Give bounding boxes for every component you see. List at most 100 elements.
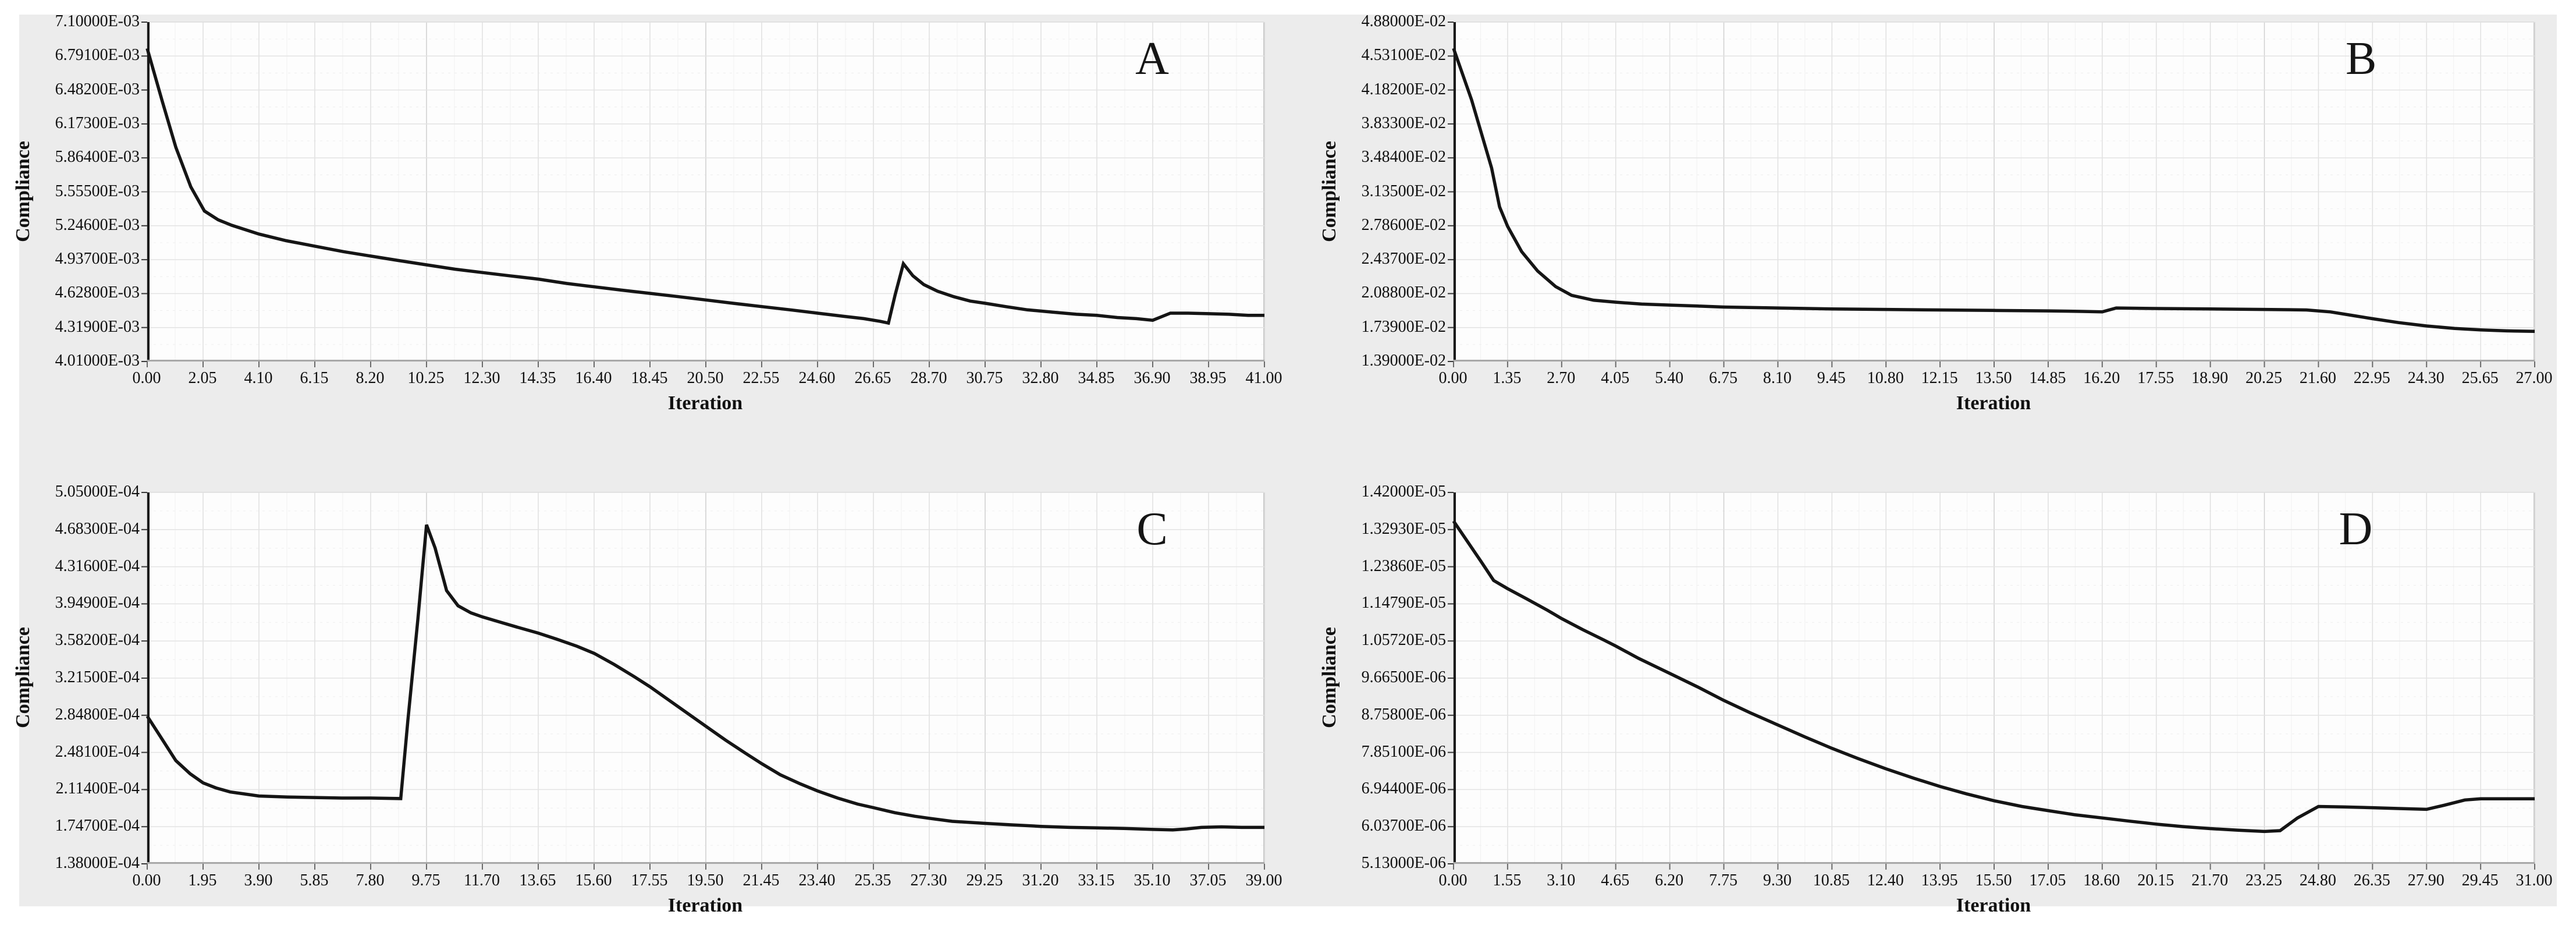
x-tick-label: 11.70 [464, 871, 500, 889]
x-tick-label: 12.15 [1921, 369, 1958, 387]
x-axis-title: Iteration [1956, 895, 2031, 916]
x-tick-label: 9.30 [1763, 871, 1792, 889]
y-tick-label: 3.94900E-04 [55, 594, 140, 612]
x-tick-label: 17.55 [631, 871, 668, 889]
x-tick-label: 14.35 [519, 369, 556, 387]
y-tick-label: 3.83300E-02 [1361, 114, 1446, 132]
y-tick-label: 2.78600E-02 [1361, 215, 1446, 234]
x-tick-label: 39.00 [1245, 871, 1282, 889]
compliance-curve-D [1452, 520, 2535, 834]
x-tick-label: 4.65 [1601, 871, 1630, 889]
y-tick-label: 5.86400E-03 [55, 148, 140, 166]
y-tick-label: 4.88000E-02 [1361, 12, 1446, 30]
x-tick-label: 36.90 [1134, 369, 1171, 387]
y-tick-label: 9.66500E-06 [1361, 668, 1446, 686]
y-tick-label: 6.17300E-03 [55, 114, 140, 132]
y-tick-label: 3.58200E-04 [55, 631, 140, 650]
x-tick-label: 9.75 [411, 871, 440, 889]
x-tick-label: 21.45 [742, 871, 780, 889]
x-tick-label: 16.40 [575, 369, 612, 387]
y-tick-label: 3.21500E-04 [55, 668, 140, 686]
y-tick-label: 8.75800E-06 [1361, 705, 1446, 724]
x-tick-label: 22.55 [742, 369, 780, 387]
y-tick-label: 1.23860E-05 [1361, 556, 1446, 575]
y-tick-label: 4.31600E-04 [55, 556, 140, 575]
y-tick-label: 6.48200E-03 [55, 80, 140, 98]
plot-area-B [1448, 22, 2535, 367]
x-tick-label: 21.70 [2191, 871, 2229, 889]
y-axis-title: Compliance [12, 627, 34, 728]
x-tick-label: 17.55 [2137, 369, 2175, 387]
plot-svg-A [141, 22, 1265, 367]
x-tick-label: 2.70 [1547, 369, 1576, 387]
y-tick-label: 1.42000E-05 [1361, 483, 1446, 501]
plot-svg-C [141, 492, 1265, 870]
panel-letter-D: D [2339, 504, 2373, 555]
x-tick-label: 34.85 [1078, 369, 1115, 387]
x-tick-label: 18.60 [2083, 871, 2120, 889]
y-tick-label: 1.32930E-05 [1361, 519, 1446, 538]
panel-letter-A: A [1135, 33, 1169, 84]
y-tick-label: 1.14790E-05 [1361, 594, 1446, 612]
x-tick-label: 26.65 [854, 369, 891, 387]
y-axis-title: Compliance [1319, 627, 1340, 728]
y-tick-label: 1.74700E-04 [55, 817, 140, 835]
x-tick-label: 35.10 [1134, 871, 1171, 889]
plot-area-A [141, 22, 1265, 367]
y-tick-label: 7.85100E-06 [1361, 742, 1446, 761]
y-tick-label: 4.18200E-02 [1361, 80, 1446, 98]
x-tick-label: 4.10 [244, 369, 273, 387]
y-tick-label: 2.84800E-04 [55, 705, 140, 724]
plot-svg-D [1448, 492, 2535, 870]
x-tick-label: 31.20 [1022, 871, 1059, 889]
x-tick-label: 3.90 [244, 871, 273, 889]
x-tick-label: 2.05 [188, 369, 217, 387]
x-tick-label: 18.90 [2191, 369, 2229, 387]
x-tick-label: 0.00 [132, 871, 161, 889]
x-tick-label: 17.05 [2029, 871, 2066, 889]
x-tick-label: 8.20 [356, 369, 385, 387]
x-tick-label: 14.85 [2029, 369, 2066, 387]
x-tick-label: 1.95 [188, 871, 217, 889]
x-tick-label: 6.75 [1709, 369, 1738, 387]
x-tick-label: 0.00 [1438, 369, 1468, 387]
x-tick-label: 38.95 [1189, 369, 1227, 387]
x-tick-label: 29.45 [2461, 871, 2499, 889]
x-tick-label: 10.85 [1813, 871, 1850, 889]
y-tick-label: 5.24600E-03 [55, 215, 140, 234]
y-tick-label: 4.62800E-03 [55, 283, 140, 302]
plot-svg-B [1448, 22, 2535, 367]
x-tick-label: 21.60 [2299, 369, 2336, 387]
y-tick-label: 6.79100E-03 [55, 46, 140, 65]
y-tick-label: 1.73900E-02 [1361, 317, 1446, 336]
x-tick-label: 5.40 [1655, 369, 1684, 387]
x-tick-label: 41.00 [1245, 369, 1282, 387]
y-tick-label: 5.05000E-04 [55, 483, 140, 501]
y-tick-label: 1.38000E-04 [55, 854, 140, 872]
compliance-curve-B [1452, 48, 2535, 333]
x-tick-label: 22.95 [2353, 369, 2390, 387]
x-tick-label: 24.80 [2299, 871, 2336, 889]
y-tick-label: 4.53100E-02 [1361, 46, 1446, 65]
x-tick-label: 13.95 [1921, 871, 1958, 889]
x-tick-label: 5.85 [300, 871, 329, 889]
x-axis-title: Iteration [667, 392, 743, 414]
x-tick-label: 28.70 [910, 369, 947, 387]
plot-area-C [141, 492, 1265, 870]
y-axis-title: Compliance [12, 140, 34, 242]
y-tick-label: 3.48400E-02 [1361, 148, 1446, 166]
y-tick-label: 1.05720E-05 [1361, 631, 1446, 650]
x-tick-label: 1.35 [1493, 369, 1522, 387]
x-tick-label: 27.90 [2407, 871, 2444, 889]
x-tick-label: 3.10 [1547, 871, 1576, 889]
x-tick-label: 6.20 [1655, 871, 1684, 889]
y-tick-label: 4.01000E-03 [55, 352, 140, 370]
x-tick-label: 6.15 [300, 369, 329, 387]
x-tick-label: 10.80 [1867, 369, 1904, 387]
x-tick-label: 26.35 [2353, 871, 2390, 889]
x-tick-label: 20.50 [687, 369, 724, 387]
y-tick-label: 7.10000E-03 [55, 12, 140, 30]
x-tick-label: 27.30 [910, 871, 947, 889]
x-tick-label: 15.60 [575, 871, 612, 889]
plot-area-D [1448, 492, 2535, 870]
